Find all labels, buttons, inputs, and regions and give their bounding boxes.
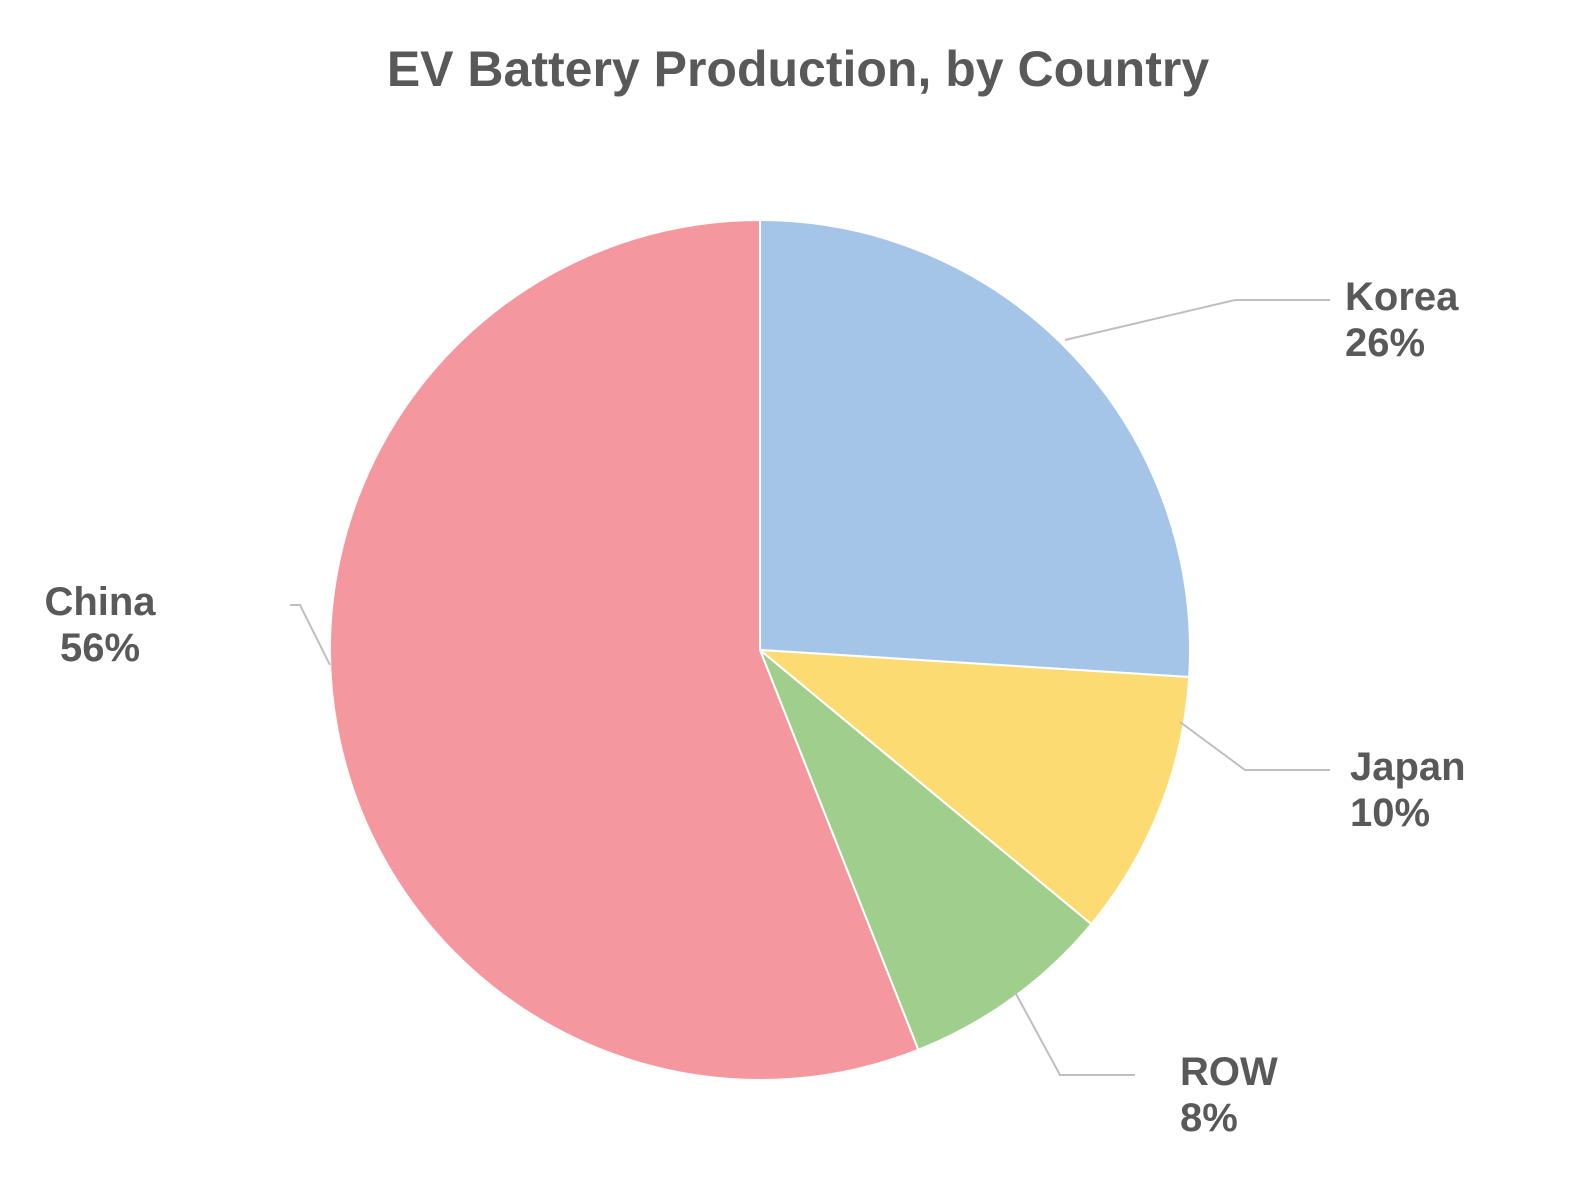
slice-label-name: China bbox=[35, 579, 165, 625]
pie-slice-korea bbox=[760, 220, 1190, 677]
slice-label-pct: 26% bbox=[1345, 320, 1458, 366]
slice-label-row: ROW 8% bbox=[1180, 1049, 1278, 1141]
pie-chart-container: EV Battery Production, by Country Korea … bbox=[0, 0, 1596, 1199]
slice-label-name: ROW bbox=[1180, 1049, 1278, 1095]
slice-label-pct: 10% bbox=[1350, 790, 1466, 836]
slice-label-pct: 8% bbox=[1180, 1095, 1278, 1141]
slice-label-japan: Japan 10% bbox=[1350, 744, 1466, 836]
pie-chart bbox=[0, 0, 1596, 1199]
slice-label-name: Japan bbox=[1350, 744, 1466, 790]
slice-label-pct: 56% bbox=[35, 625, 165, 671]
slice-label-korea: Korea 26% bbox=[1345, 274, 1458, 366]
slice-label-china: China 56% bbox=[35, 579, 165, 671]
slice-label-name: Korea bbox=[1345, 274, 1458, 320]
